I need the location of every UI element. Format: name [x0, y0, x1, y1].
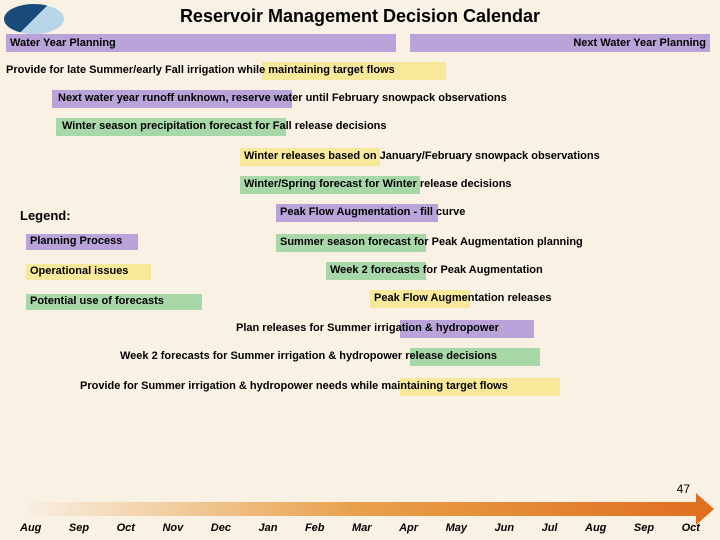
month-label: Aug: [585, 522, 606, 534]
water-year-planning-label: Water Year Planning: [10, 37, 116, 49]
month-label: Oct: [117, 522, 135, 534]
month-label: Jun: [495, 522, 515, 534]
month-label: Jan: [258, 522, 277, 534]
row-label: Week 2 forecasts for Peak Augmentation: [330, 264, 543, 276]
legend-label: Planning Process: [30, 235, 122, 247]
legend-title: Legend:: [20, 208, 71, 223]
row-label: Provide for late Summer/early Fall irrig…: [6, 64, 395, 76]
months-axis: Aug Sep Oct Nov Dec Jan Feb Mar Apr May Jun Jul Aug S…: [20, 522, 700, 534]
row-label: Summer season forecast for Peak Augmenta…: [280, 236, 583, 248]
row-label: Winter releases based on January/Februar…: [244, 150, 600, 162]
month-label: May: [446, 522, 467, 534]
next-water-year-planning-bar: Next Water Year Planning: [410, 34, 710, 52]
next-water-year-planning-label: Next Water Year Planning: [573, 37, 706, 49]
row-label: Winter/Spring forecast for Winter releas…: [244, 178, 512, 190]
month-label: Mar: [352, 522, 372, 534]
page-title: Reservoir Management Decision Calendar: [0, 6, 720, 27]
row-label: Provide for Summer irrigation & hydropow…: [80, 380, 508, 392]
month-label: Apr: [399, 522, 418, 534]
month-label: Oct: [682, 522, 700, 534]
month-label: Feb: [305, 522, 325, 534]
legend-label: Operational issues: [30, 265, 128, 277]
timeline-arrow-track: [20, 502, 700, 516]
page-number: 47: [677, 482, 690, 496]
row-label: Next water year runoff unknown, reserve …: [58, 92, 507, 104]
water-year-planning-bar: Water Year Planning: [6, 34, 396, 52]
row-label: Week 2 forecasts for Summer irrigation &…: [120, 350, 497, 362]
row-label: Winter season precipitation forecast for…: [62, 120, 387, 132]
month-label: Dec: [211, 522, 231, 534]
month-label: Sep: [634, 522, 654, 534]
legend-label: Potential use of forecasts: [30, 295, 164, 307]
month-label: Jul: [542, 522, 558, 534]
row-label: Peak Flow Augmentation releases: [374, 292, 551, 304]
month-label: Aug: [20, 522, 41, 534]
row-label: Peak Flow Augmentation - fill curve: [280, 206, 465, 218]
month-label: Sep: [69, 522, 89, 534]
row-label: Plan releases for Summer irrigation & hy…: [236, 322, 499, 334]
month-label: Nov: [162, 522, 183, 534]
timeline-arrow-head: [696, 493, 714, 525]
